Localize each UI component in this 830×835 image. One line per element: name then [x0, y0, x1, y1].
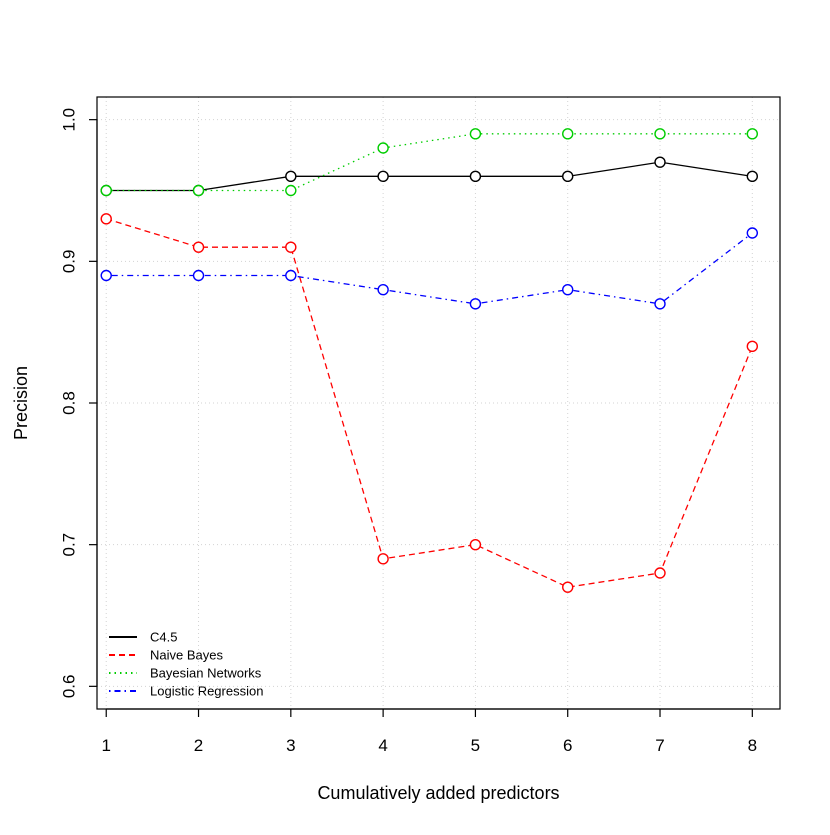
series-lines [106, 133, 753, 588]
y-tick-label: 0.7 [60, 533, 79, 557]
y-tick-label: 1.0 [60, 108, 79, 132]
data-point-bayesian-networks [192, 184, 205, 197]
y-tick-label: 0.9 [60, 250, 79, 274]
data-point-bayesian-networks [285, 184, 297, 197]
data-points [100, 128, 759, 593]
y-tick-label: 0.8 [60, 391, 79, 415]
data-point-bayesian-networks [562, 128, 574, 140]
legend-label: Bayesian Networks [150, 666, 262, 681]
data-point-logistic-regression [377, 283, 389, 296]
data-point-c4-5 [562, 170, 574, 183]
x-axis: 1 2 3 4 5 6 7 8 [101, 708, 757, 755]
data-point-naive-bayes [654, 567, 666, 579]
data-point-c4-5 [746, 170, 759, 183]
legend-label: Logistic Regression [150, 684, 263, 699]
x-tick-label: 8 [748, 736, 757, 755]
data-point-naive-bayes [285, 241, 297, 253]
data-point-c4-5 [654, 156, 666, 168]
x-tick-label: 4 [378, 736, 387, 755]
data-point-naive-bayes [192, 241, 205, 253]
legend-label: Naive Bayes [150, 648, 223, 663]
data-point-logistic-regression [654, 298, 666, 310]
data-point-bayesian-networks [746, 128, 759, 140]
legend: C4.5 Naive Bayes Bayesian Networks Logistic… [109, 630, 263, 699]
data-point-bayesian-networks [469, 128, 482, 140]
x-tick-label: 3 [286, 736, 295, 755]
x-tick-label: 5 [471, 736, 480, 755]
y-axis-title: Precision [11, 366, 31, 440]
x-tick-label: 7 [655, 736, 664, 755]
y-tick-label: 0.6 [60, 675, 79, 699]
data-point-logistic-regression [469, 298, 482, 310]
y-axis: 0.6 0.7 0.8 0.9 1.0 [60, 108, 98, 698]
data-point-c4-5 [285, 170, 297, 183]
legend-label: C4.5 [150, 630, 177, 645]
data-point-naive-bayes [562, 581, 574, 593]
data-point-bayesian-networks [100, 184, 112, 197]
x-tick-label: 6 [563, 736, 572, 755]
series-line-naive-bayes [106, 218, 753, 588]
series-line-logistic-regression [106, 232, 753, 305]
data-point-c4-5 [469, 170, 482, 183]
data-point-bayesian-networks [377, 142, 389, 154]
data-point-logistic-regression [285, 269, 297, 282]
data-point-logistic-regression [746, 227, 759, 239]
data-point-bayesian-networks [654, 128, 666, 140]
data-point-naive-bayes [377, 553, 389, 565]
data-point-naive-bayes [100, 213, 112, 225]
data-point-naive-bayes [469, 538, 482, 551]
x-axis-title: Cumulatively added predictors [317, 783, 559, 803]
data-point-logistic-regression [192, 269, 205, 282]
data-point-c4-5 [377, 170, 389, 183]
series-line-c4-5 [106, 161, 753, 192]
x-tick-label: 2 [194, 736, 203, 755]
data-point-logistic-regression [562, 283, 574, 296]
x-tick-label: 1 [101, 736, 110, 755]
data-point-naive-bayes [746, 340, 759, 353]
data-point-logistic-regression [100, 269, 112, 282]
